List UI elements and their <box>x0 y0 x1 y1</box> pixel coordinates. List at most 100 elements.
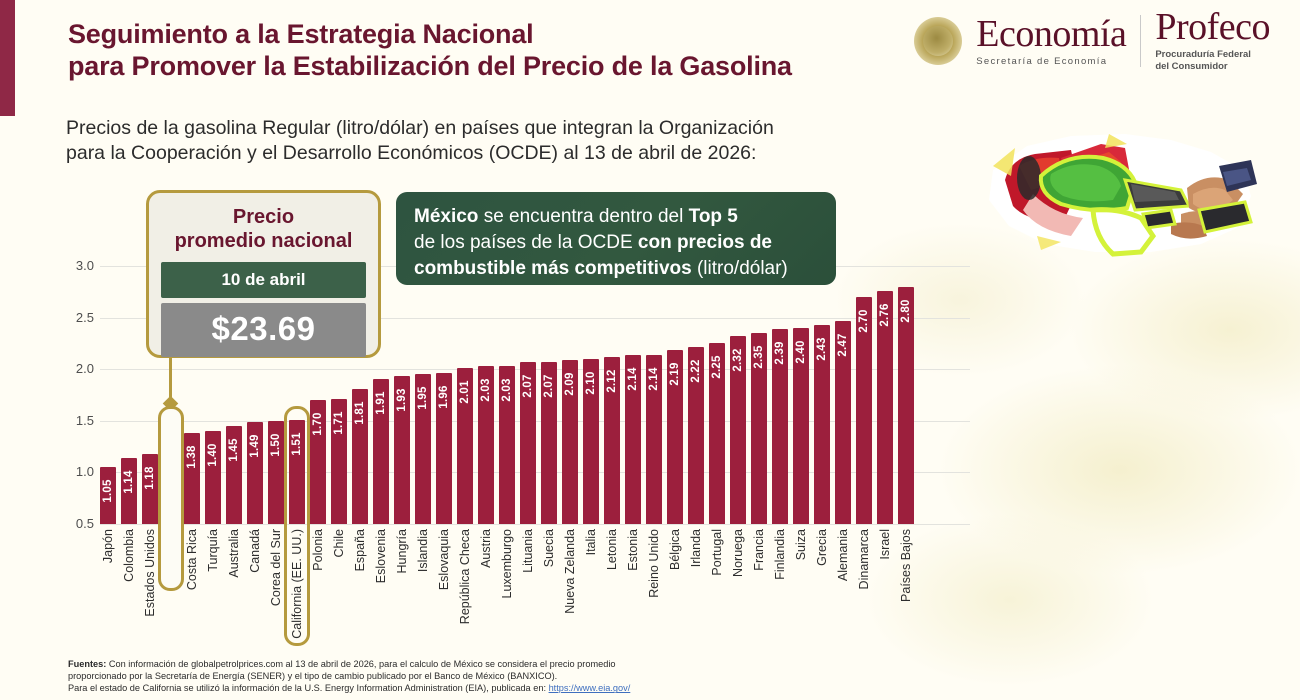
top5-info-line-3: combustible más competitivos (litro/dóla… <box>414 258 788 279</box>
chart-bar[interactable]: 2.03 <box>478 366 494 524</box>
chart-bar-slot: 2.47 <box>835 320 851 524</box>
brand-profeco-name: Profeco <box>1155 6 1270 48</box>
chart-bar-slot: 2.39 <box>772 328 788 524</box>
chart-bar-value-label: 1.18 <box>144 466 156 490</box>
chart-bar[interactable]: 1.05 <box>100 467 116 524</box>
chart-bar[interactable]: 2.10 <box>583 358 599 524</box>
chart-bar-slot: 1.38 <box>184 433 200 524</box>
chart-x-tick-label: Costa Rica <box>185 529 199 591</box>
chart-bar-value-label: 1.93 <box>396 388 408 413</box>
chart-x-tick-label: Japón <box>101 529 115 564</box>
chart-x-tick-label: Islandia <box>416 529 430 573</box>
chart-bar-slot: 1.93 <box>394 376 410 524</box>
chart-bar[interactable]: 1.71 <box>331 399 347 524</box>
chart-bar-slot: 1.81 <box>352 388 368 524</box>
chart-y-tick-label: 2.5 <box>75 309 94 325</box>
chart-bar-value-label: 2.47 <box>837 333 849 357</box>
chart-bar[interactable]: 2.01 <box>457 368 473 524</box>
chart-bar-value-label: 1.05 <box>102 479 114 503</box>
chart-bar[interactable]: 2.32 <box>730 336 746 524</box>
chart-bar-slot: 2.35 <box>751 333 767 524</box>
chart-bar[interactable]: 1.50 <box>268 420 284 524</box>
callout-title: Precio promedio nacional <box>174 206 353 252</box>
chart-bar[interactable]: 1.81 <box>352 388 368 524</box>
chart-bar[interactable]: 2.76 <box>877 290 893 524</box>
chart-bar[interactable]: 1.18 <box>142 453 158 524</box>
chart-x-tick-label: Noruega <box>731 529 745 577</box>
chart-x-tick-label: Australia <box>227 529 241 578</box>
chart-y-tick-label: 0.5 <box>75 516 94 531</box>
chart-x-tick-label: Grecia <box>815 529 829 566</box>
chart-bar-value-label: 2.03 <box>480 378 492 402</box>
chart-bar[interactable]: 2.12 <box>604 356 620 524</box>
chart-bar-slot: 2.12 <box>604 356 620 524</box>
chart-bar-slot: 1.95 <box>415 374 431 524</box>
chart-bar-value-label: 1.91 <box>375 390 387 415</box>
chart-bar-slot: 1.14 <box>121 457 137 524</box>
chart-bar[interactable]: 2.40 <box>793 327 809 524</box>
mexico-highlight-capsule <box>158 406 184 591</box>
chart-bar[interactable]: 1.96 <box>436 373 452 524</box>
chart-x-tick-label: Corea del Sur <box>269 529 283 607</box>
chart-x-tick-label: Hungría <box>395 529 409 574</box>
chart-bar[interactable]: 2.22 <box>688 346 704 524</box>
top5-info-line-2: de los países de la OCDE con precios de <box>414 232 772 253</box>
chart-bar[interactable]: 2.09 <box>562 359 578 524</box>
gas-pump-nozzle-photo <box>975 118 1265 263</box>
chart-bar[interactable]: 2.19 <box>667 349 683 524</box>
chart-bar[interactable]: 2.07 <box>520 361 536 524</box>
chart-bar-value-label: 1.14 <box>123 470 135 494</box>
chart-bar-value-label: 2.10 <box>585 371 597 395</box>
left-accent-bar <box>0 0 15 116</box>
chart-bar-slot: 2.14 <box>625 354 641 524</box>
chart-bar[interactable]: 1.38 <box>184 433 200 524</box>
chart-bar[interactable]: 2.70 <box>856 296 872 524</box>
gasoline-price-bar-chart: 0.51.01.52.02.53.0 1.051.141.181.371.381… <box>60 255 970 655</box>
chart-bar-value-label: 2.76 <box>879 303 891 327</box>
chart-bar[interactable]: 1.40 <box>205 431 221 524</box>
chart-bar[interactable]: 1.14 <box>121 457 137 524</box>
chart-bar[interactable]: 2.35 <box>751 333 767 524</box>
eia-source-link[interactable]: https://www.eia.gov/ <box>548 683 631 694</box>
chart-bar[interactable]: 1.91 <box>373 378 389 524</box>
chart-bar[interactable]: 2.14 <box>625 354 641 524</box>
chart-bar[interactable]: 1.95 <box>415 374 431 524</box>
chart-bar[interactable]: 2.03 <box>499 366 515 524</box>
chart-x-tick-label: Países Bajos <box>899 529 913 602</box>
chart-bar[interactable]: 2.14 <box>646 354 662 524</box>
chart-x-tick-label: Canadá <box>248 529 262 573</box>
page-title: Seguimiento a la Estrategia Nacional par… <box>68 18 868 82</box>
chart-bar[interactable]: 2.47 <box>835 320 851 524</box>
brand-divider <box>1140 14 1142 67</box>
chart-gridline <box>100 317 970 319</box>
chart-bar[interactable]: 2.25 <box>709 343 725 524</box>
chart-x-tick-label: Letonia <box>605 529 619 571</box>
chart-bar[interactable]: 1.45 <box>226 425 242 524</box>
chart-bar-slot: 2.14 <box>646 354 662 524</box>
chart-x-tick-label: Estonia <box>626 529 640 571</box>
chart-bar[interactable]: 1.49 <box>247 421 263 524</box>
chart-bar-value-label: 1.70 <box>312 412 324 436</box>
chart-bar[interactable]: 2.43 <box>814 324 830 524</box>
chart-x-tick-label: Suiza <box>794 529 808 561</box>
chart-description-line-2: para la Cooperación y el Desarrollo Econ… <box>66 142 757 164</box>
chart-bar-slot: 1.50 <box>268 420 284 524</box>
chart-bar[interactable]: 1.93 <box>394 376 410 524</box>
chart-gridline <box>100 524 970 525</box>
chart-bar-value-label: 2.22 <box>690 358 702 383</box>
chart-bar[interactable]: 2.80 <box>898 286 914 524</box>
sources-footer: Fuentes: Con información de globalpetrol… <box>68 658 708 695</box>
chart-x-tick-label: Austria <box>479 529 493 568</box>
chart-bar[interactable]: 1.51 <box>289 419 305 524</box>
chart-bar-slot: 2.70 <box>856 296 872 524</box>
chart-x-tick-label: Bélgica <box>668 529 682 570</box>
chart-x-tick-label: Reino Unido <box>647 529 661 598</box>
callout-date-badge: 10 de abril <box>161 262 366 298</box>
brand-profeco: Profeco Procuraduría Federal del Consumi… <box>1155 8 1270 73</box>
chart-bar[interactable]: 2.07 <box>541 361 557 524</box>
sources-line-2: proporcionado por la Secretaría de Energ… <box>68 671 558 682</box>
chart-description-line-1: Precios de la gasolina Regular (litro/dó… <box>66 117 774 139</box>
chart-bar-slot: 2.07 <box>541 361 557 524</box>
chart-bar[interactable]: 1.70 <box>310 400 326 524</box>
chart-bar[interactable]: 2.39 <box>772 328 788 524</box>
